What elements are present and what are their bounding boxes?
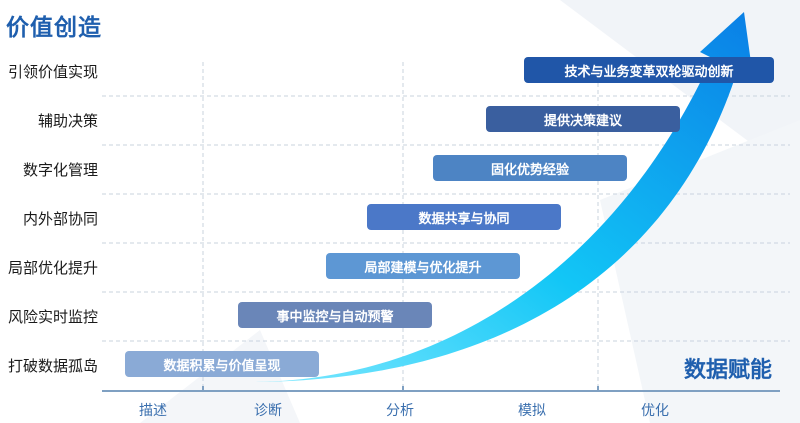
bar-data-sharing: 数据共享与协同 [367,204,561,230]
axis-label-analyze: 分析 [386,403,414,419]
row-label-3: 数字化管理 [22,161,98,179]
bar-decision-advice: 提供决策建议 [486,106,680,132]
bar-local-modeling: 局部建模与优化提升 [326,253,520,279]
row-label-7: 打破数据孤岛 [7,357,98,375]
row-label-6: 风险实时监控 [7,308,98,326]
growth-arrow [250,12,752,382]
bar-innovation: 技术与业务变革双轮驱动创新 [524,57,774,83]
row-label-2: 辅助决策 [37,112,98,130]
bar-data-accumulation: 数据积累与价值呈现 [125,351,319,377]
bar-monitoring-alert: 事中监控与自动预警 [238,302,432,328]
axis-label-describe: 描述 [139,403,167,419]
axis-label-simulate: 模拟 [518,403,546,419]
axis-label-optimize: 优化 [641,403,669,419]
row-label-4: 内外部协同 [22,210,98,228]
bottom-axis [102,386,780,392]
diagram-title: 价值创造 [6,15,102,41]
row-label-5: 局部优化提升 [7,259,98,277]
row-grid-lines [102,95,790,342]
arrow-label: 数据赋能 [683,358,772,383]
row-label-1: 引领价值实现 [7,63,98,81]
bar-solidify-experience: 固化优势经验 [433,155,627,181]
axis-label-diagnose: 诊断 [254,403,282,419]
